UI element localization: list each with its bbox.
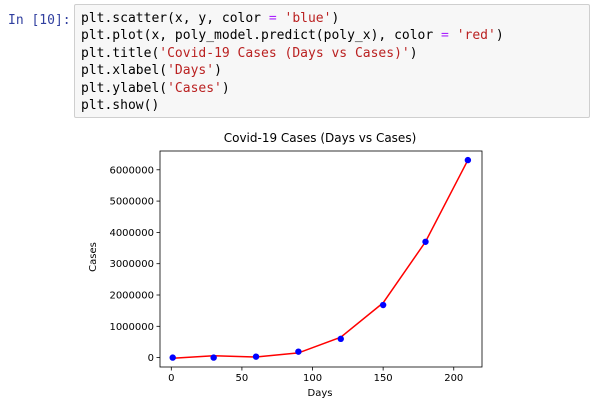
code-token: =: [268, 11, 277, 26]
code-line: plt.show(): [81, 97, 589, 114]
y-axis: 0 1000000 2000000 3000000 4000000 5000000 6000…: [109, 165, 160, 364]
code-token: 'red': [456, 28, 496, 44]
code-token: ): [331, 11, 340, 26]
data-point: [337, 335, 344, 343]
x-tick-label: 100: [303, 373, 322, 384]
code-token: plt.plot(x, poly_model.predict(poly_x), …: [81, 28, 442, 44]
x-axis: 0 50 100 150 200: [168, 367, 463, 384]
y-tick-label: 0: [148, 353, 154, 364]
data-point: [169, 354, 176, 361]
code-token: [449, 28, 457, 43]
code-token: 'blue': [284, 11, 332, 26]
code-token: plt.title(: [81, 45, 160, 61]
chart-title: Covid-19 Cases (Days vs Cases): [224, 131, 417, 145]
code-line: plt.plot(x, poly_model.predict(poly_x), …: [81, 27, 589, 44]
x-tick-label: 150: [374, 373, 393, 384]
code-token: ): [214, 63, 222, 79]
code-line: plt.xlabel('Days'): [81, 62, 589, 79]
data-point: [295, 348, 302, 355]
x-tick-label: 200: [444, 373, 463, 384]
code-token: ): [221, 80, 230, 96]
x-tick-label: 0: [168, 373, 174, 384]
code-token: plt.ylabel(: [81, 80, 168, 96]
x-tick-label: 50: [236, 373, 249, 384]
y-tick-label: 5000000: [109, 197, 154, 208]
y-tick-label: 2000000: [109, 291, 154, 302]
code-token: ): [409, 45, 418, 61]
y-tick-label: 3000000: [109, 259, 154, 270]
plot-border: [159, 150, 483, 368]
prediction-line: [172, 159, 469, 359]
y-tick-label: 1000000: [109, 322, 154, 333]
data-points: [169, 156, 472, 361]
code-line: plt.scatter(x, y, color = 'blue'): [81, 10, 589, 27]
scatter-chart: Covid-19 Cases (Days vs Cases) 0 50 100 150…: [88, 131, 483, 399]
code-token: ): [495, 28, 504, 44]
y-tick-label: 6000000: [109, 165, 154, 176]
code-token: plt.scatter(x, y, color: [81, 11, 269, 26]
code-token: plt.show(): [81, 97, 160, 113]
code-token: 'Cases': [167, 80, 222, 96]
code-token: plt.xlabel(: [81, 63, 168, 79]
cell-output: Covid-19 Cases (Days vs Cases) 0 50 100 150…: [74, 122, 590, 414]
data-point: [379, 301, 387, 309]
data-point: [210, 354, 217, 361]
code-token: =: [441, 28, 449, 44]
data-point: [464, 156, 472, 164]
y-axis-label: Cases: [88, 242, 99, 272]
code-line: plt.ylabel('Cases'): [81, 80, 589, 97]
data-point: [252, 353, 260, 360]
code-token: [277, 11, 285, 26]
series-line: [172, 159, 469, 359]
y-tick-label: 4000000: [109, 228, 154, 239]
data-point: [422, 238, 429, 245]
plot-frame: [159, 150, 483, 368]
cell-prompt: In [10]:: [8, 13, 71, 28]
code-line: plt.title('Covid-19 Cases (Days vs Cases…: [81, 45, 589, 62]
code-editor[interactable]: plt.scatter(x, y, color = 'blue') plt.plo…: [74, 4, 590, 118]
code-token: 'Days': [167, 63, 215, 79]
x-axis-label: Days: [308, 388, 333, 399]
code-token: 'Covid-19 Cases (Days vs Cases)': [159, 45, 410, 61]
